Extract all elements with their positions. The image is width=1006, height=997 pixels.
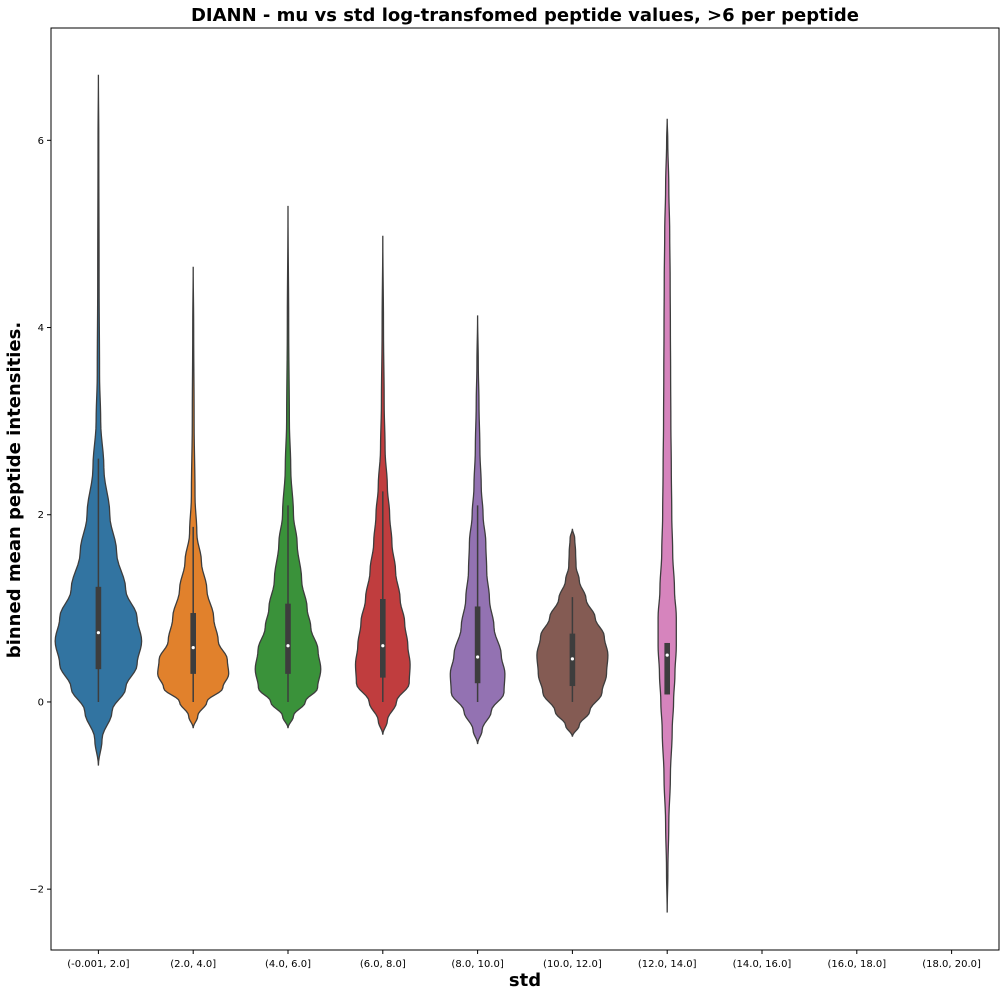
x-tick-label: (4.0, 6.0]	[265, 959, 311, 970]
violin-median-point	[381, 644, 385, 648]
y-tick-label: −2	[29, 885, 44, 896]
x-tick-label: (2.0, 4.0]	[170, 959, 216, 970]
violin-body	[354, 235, 411, 735]
violin-median-point	[665, 653, 669, 657]
x-axis-title: std	[509, 970, 541, 991]
chart-title: DIANN - mu vs std log-transfomed peptide…	[191, 5, 859, 26]
violin-body	[657, 118, 677, 913]
violin-iqr-box	[285, 603, 291, 674]
violin-group	[254, 205, 322, 729]
violin-group	[354, 235, 411, 735]
violin-group	[54, 74, 143, 766]
violin-median-point	[191, 646, 195, 650]
y-axis-title: binned mean peptide intensities.	[4, 322, 25, 658]
violin-median-point	[476, 655, 480, 659]
y-tick-label: 4	[38, 323, 44, 334]
x-tick-label: (6.0, 8.0]	[360, 959, 406, 970]
violins-layer	[54, 74, 677, 913]
violin-group	[657, 118, 677, 913]
y-axis: −2 0 2 4 6	[29, 136, 51, 896]
x-tick-label: (16.0, 18.0]	[827, 959, 886, 970]
plot-frame	[50, 27, 1000, 951]
x-tick-label: (12.0, 14.0]	[638, 959, 697, 970]
y-tick-label: 6	[38, 136, 44, 147]
x-tick-label: (18.0, 20.0]	[922, 959, 981, 970]
violin-group	[157, 266, 230, 729]
violin-median-point	[96, 631, 100, 635]
violin-body	[54, 74, 143, 766]
x-tick-label: (-0.001, 2.0]	[67, 959, 129, 970]
violin-iqr-box	[474, 606, 481, 684]
violin-median-point	[286, 644, 290, 648]
x-tick-label: (8.0, 10.0]	[451, 959, 503, 970]
x-axis: (-0.001, 2.0] (2.0, 4.0] (4.0, 6.0] (6.0, 8…	[67, 950, 981, 970]
violin-median-point	[570, 657, 575, 661]
y-tick-label: 2	[38, 510, 44, 521]
violin-group	[536, 528, 609, 737]
x-tick-label: (10.0, 12.0]	[543, 959, 602, 970]
violin-body	[254, 205, 322, 729]
violin-iqr-box	[95, 586, 102, 670]
violin-iqr-box	[190, 613, 196, 674]
x-tick-label: (14.0, 16.0]	[733, 959, 792, 970]
violin-iqr-box	[380, 598, 386, 678]
y-tick-label: 0	[38, 697, 44, 708]
violin-group	[449, 315, 506, 745]
violin-iqr-box	[664, 642, 670, 695]
violin-body	[157, 266, 230, 729]
